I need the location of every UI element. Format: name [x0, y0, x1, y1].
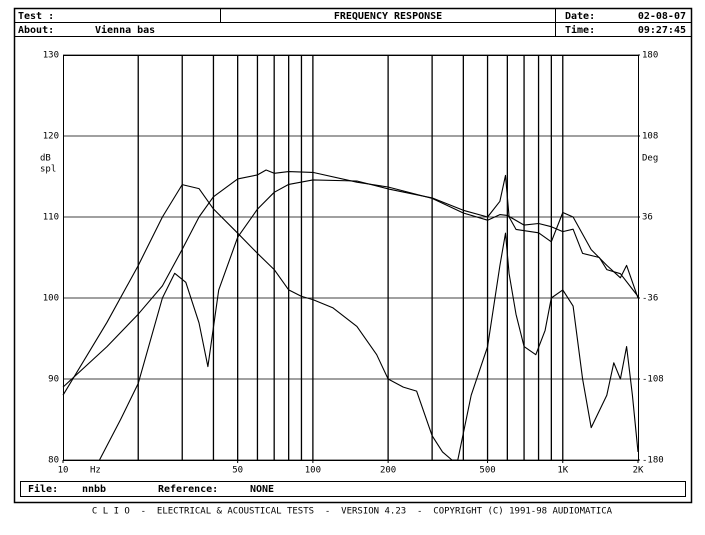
x-tick-label: 2K	[633, 466, 644, 476]
reference-label: Reference:	[158, 484, 218, 495]
x-tick-label: 500	[479, 466, 495, 476]
y-tick-label: 130	[43, 51, 59, 61]
y-tick-label: 80	[48, 456, 59, 466]
x-tick-label: 50	[232, 466, 243, 476]
file-label: File:	[28, 483, 58, 495]
y-axis-label: dB	[40, 154, 51, 164]
date: 02-08-07	[638, 11, 686, 22]
y2-tick-label: -180	[642, 456, 664, 466]
about: Vienna bas	[95, 24, 155, 36]
about-label: About:	[18, 25, 54, 36]
x-tick-label: 200	[380, 466, 396, 476]
y2-tick-label: 180	[642, 51, 658, 61]
date-label: Date:	[565, 11, 595, 22]
y2-tick-label: 36	[642, 213, 653, 223]
y-axis-label: spl	[40, 165, 56, 175]
y2-tick-label: -36	[642, 294, 658, 304]
file: nnbb	[82, 484, 106, 495]
footer-box	[20, 481, 686, 497]
x-tick-label: 10	[58, 466, 69, 476]
y-tick-label: 120	[43, 132, 59, 142]
y-tick-label: 110	[43, 213, 59, 223]
data-line	[62, 169, 639, 388]
frame	[13, 7, 693, 504]
y2-axis-label: Deg	[642, 154, 658, 164]
chart-title: FREQUENCY RESPONSE	[334, 11, 442, 22]
time-label: Time:	[565, 24, 595, 36]
test-label: Test :	[18, 11, 54, 22]
x-axis-label: Hz	[90, 466, 101, 476]
time: 09:27:45	[638, 25, 686, 36]
reference: NONE	[250, 484, 274, 495]
data-line	[62, 184, 639, 461]
y2-tick-label: -108	[642, 375, 664, 385]
x-tick-label: 100	[305, 466, 321, 476]
data-line	[99, 174, 639, 461]
plot-frame	[63, 55, 639, 461]
y-tick-label: 100	[43, 294, 59, 304]
y-tick-label: 90	[48, 375, 59, 385]
x-tick-label: 1K	[557, 466, 568, 476]
copyright: C L I O - ELECTRICAL & ACOUSTICAL TESTS …	[92, 507, 613, 517]
y2-tick-label: 108	[642, 132, 658, 142]
